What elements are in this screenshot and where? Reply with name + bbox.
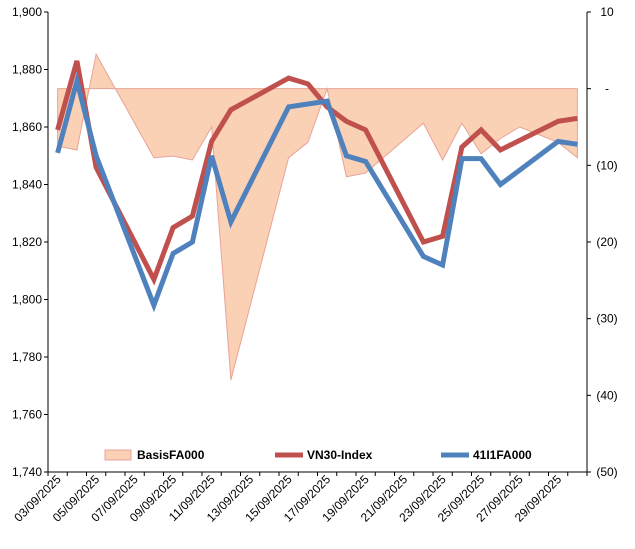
right-tick-label: (40) (596, 388, 617, 402)
left-y-axis: 1,740 1,760 1,780 1,800 1,820 1,840 1,860 1,880… (12, 5, 49, 479)
plot-area (55, 52, 578, 381)
right-tick-label: 10 (600, 5, 614, 19)
left-tick-label: 1,820 (12, 235, 42, 249)
series-line-41i1fa000 (55, 71, 578, 313)
left-tick-label: 1,780 (12, 350, 42, 364)
left-tick-label: 1,860 (12, 120, 42, 134)
left-tick-label: 1,900 (12, 5, 42, 19)
left-tick-label: 1,840 (12, 178, 42, 192)
right-tick-label: (20) (596, 235, 617, 249)
left-tick-label: 1,880 (12, 63, 42, 77)
right-tick-label: - (605, 82, 609, 96)
legend-swatch (104, 449, 132, 461)
series-line-vn30-index (55, 60, 578, 286)
left-tick-label: 1,740 (12, 465, 42, 479)
legend: BasisFA000 VN30-Index 41I1FA000 (104, 448, 532, 462)
legend-label: BasisFA000 (137, 448, 205, 462)
legend-label: 41I1FA000 (473, 448, 532, 462)
right-tick-label: (30) (596, 312, 617, 326)
x-axis: 03/09/202505/09/202507/09/202509/09/2025… (11, 471, 588, 525)
right-tick-label: (10) (596, 158, 617, 172)
series-area-basis (57, 52, 578, 381)
right-y-axis: 10 - (10) (20) (30) (40) (50) (586, 5, 618, 479)
left-tick-label: 1,800 (12, 293, 42, 307)
left-tick-label: 1,760 (12, 408, 42, 422)
right-tick-label: (50) (596, 465, 617, 479)
legend-label: VN30-Index (307, 448, 373, 462)
